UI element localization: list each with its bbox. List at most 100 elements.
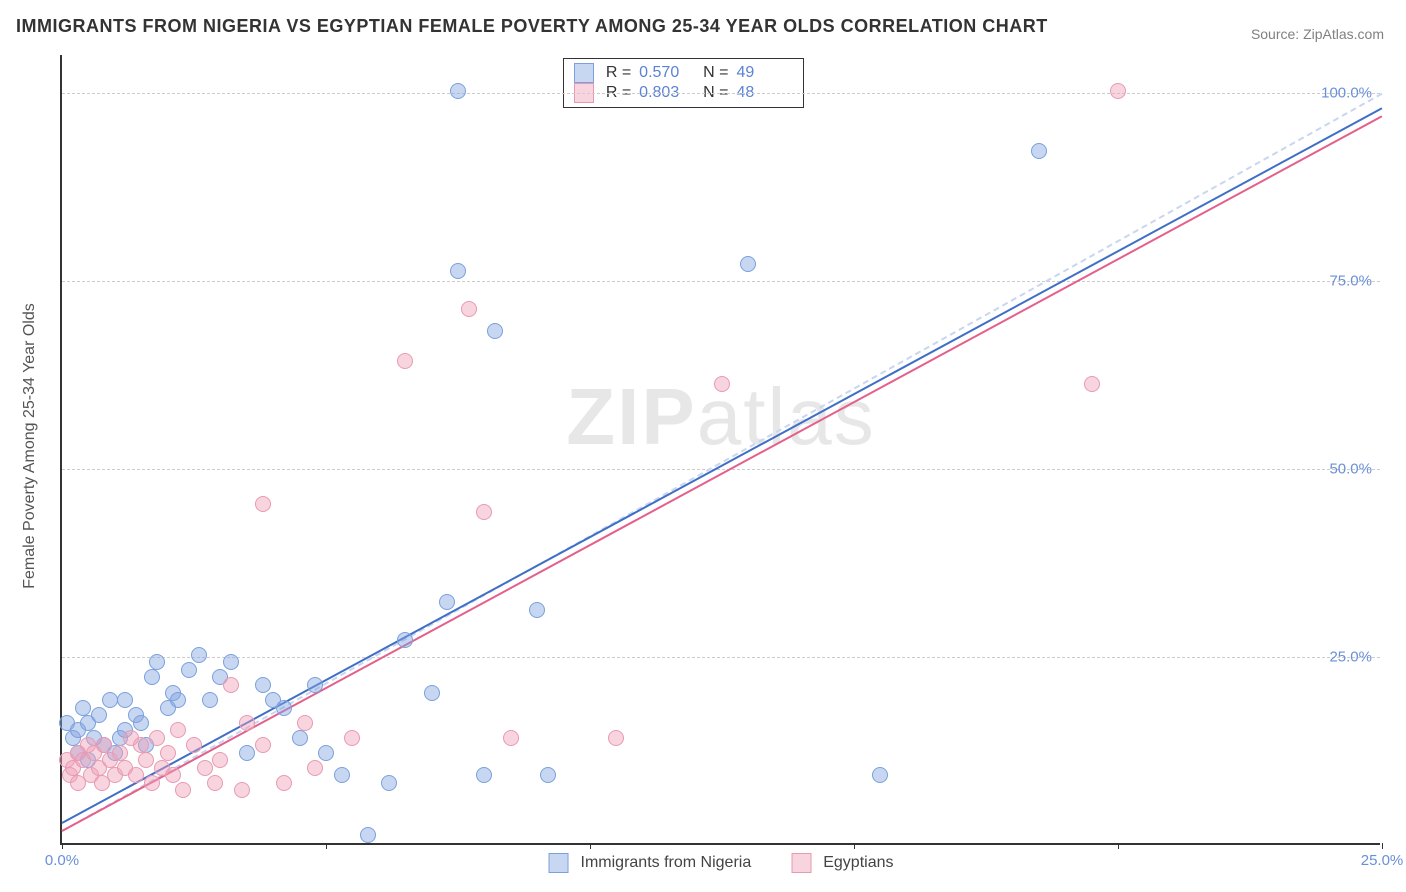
gridline-h	[62, 281, 1380, 282]
trend-line	[62, 115, 1383, 832]
y-tick-label: 100.0%	[1321, 84, 1372, 101]
scatter-point	[476, 767, 492, 783]
scatter-point	[239, 745, 255, 761]
legend-label: Egyptians	[823, 854, 893, 872]
scatter-point	[144, 775, 160, 791]
y-tick-label: 50.0%	[1329, 460, 1372, 477]
scatter-point	[138, 752, 154, 768]
scatter-point	[133, 737, 149, 753]
scatter-point	[450, 263, 466, 279]
scatter-point	[91, 707, 107, 723]
scatter-point	[540, 767, 556, 783]
scatter-point	[503, 730, 519, 746]
scatter-point	[307, 677, 323, 693]
chart-title: IMMIGRANTS FROM NIGERIA VS EGYPTIAN FEMA…	[16, 16, 1048, 37]
stats-row: R = 0.570 N = 49	[574, 63, 793, 83]
scatter-point	[255, 677, 271, 693]
ideal-line	[62, 93, 1383, 832]
scatter-point	[714, 376, 730, 392]
source-label: Source: ZipAtlas.com	[1251, 26, 1384, 42]
scatter-point	[239, 715, 255, 731]
scatter-point	[223, 654, 239, 670]
y-tick-label: 25.0%	[1329, 648, 1372, 665]
scatter-point	[334, 767, 350, 783]
legend-swatch	[574, 63, 594, 83]
x-tick-mark	[854, 843, 855, 849]
scatter-point	[360, 827, 376, 843]
scatter-point	[872, 767, 888, 783]
y-axis-label: Female Poverty Among 25-34 Year Olds	[21, 303, 39, 589]
scatter-point	[207, 775, 223, 791]
scatter-point	[1084, 376, 1100, 392]
scatter-point	[397, 632, 413, 648]
x-tick-mark	[326, 843, 327, 849]
scatter-point	[102, 692, 118, 708]
series-legend: Immigrants from Nigeria Egyptians	[549, 853, 894, 873]
scatter-point	[186, 737, 202, 753]
scatter-point	[149, 654, 165, 670]
scatter-point	[461, 301, 477, 317]
scatter-point	[450, 83, 466, 99]
x-tick-mark	[590, 843, 591, 849]
stat-n-value: 49	[737, 64, 793, 82]
stat-r-label: R =	[606, 64, 631, 82]
x-tick-label: 0.0%	[45, 852, 79, 869]
plot-area: ZIPatlas R =0.570N =49R =0.803N =48 Immi…	[60, 55, 1380, 845]
scatter-point	[307, 760, 323, 776]
scatter-point	[529, 602, 545, 618]
scatter-point	[344, 730, 360, 746]
legend-item: Egyptians	[791, 853, 893, 873]
legend-swatch	[549, 853, 569, 873]
scatter-point	[96, 737, 112, 753]
scatter-point	[1031, 143, 1047, 159]
scatter-point	[181, 662, 197, 678]
trend-line	[62, 108, 1383, 825]
chart-container: IMMIGRANTS FROM NIGERIA VS EGYPTIAN FEMA…	[0, 0, 1406, 892]
gridline-h	[62, 657, 1380, 658]
scatter-point	[439, 594, 455, 610]
legend-item: Immigrants from Nigeria	[549, 853, 752, 873]
x-tick-mark	[1382, 843, 1383, 849]
scatter-point	[381, 775, 397, 791]
scatter-point	[1110, 83, 1126, 99]
scatter-point	[197, 760, 213, 776]
scatter-point	[318, 745, 334, 761]
scatter-point	[608, 730, 624, 746]
scatter-point	[133, 715, 149, 731]
scatter-point	[75, 700, 91, 716]
x-tick-label: 25.0%	[1361, 852, 1404, 869]
scatter-point	[487, 323, 503, 339]
legend-label: Immigrants from Nigeria	[581, 854, 752, 872]
scatter-point	[112, 745, 128, 761]
stats-legend: R =0.570N =49R =0.803N =48	[563, 58, 804, 108]
y-tick-label: 75.0%	[1329, 272, 1372, 289]
legend-swatch	[791, 853, 811, 873]
scatter-point	[170, 692, 186, 708]
scatter-point	[223, 677, 239, 693]
x-tick-mark	[62, 843, 63, 849]
scatter-point	[397, 353, 413, 369]
scatter-point	[292, 730, 308, 746]
x-tick-mark	[1118, 843, 1119, 849]
scatter-point	[297, 715, 313, 731]
scatter-point	[191, 647, 207, 663]
scatter-point	[202, 692, 218, 708]
scatter-point	[255, 496, 271, 512]
scatter-point	[740, 256, 756, 272]
scatter-point	[234, 782, 250, 798]
scatter-point	[175, 782, 191, 798]
scatter-point	[276, 700, 292, 716]
scatter-point	[160, 745, 176, 761]
scatter-point	[117, 692, 133, 708]
scatter-point	[149, 730, 165, 746]
scatter-point	[128, 767, 144, 783]
scatter-point	[165, 767, 181, 783]
scatter-point	[255, 737, 271, 753]
stat-r-value: 0.570	[639, 64, 695, 82]
stat-n-label: N =	[703, 64, 728, 82]
gridline-h	[62, 469, 1380, 470]
scatter-point	[476, 504, 492, 520]
gridline-h	[62, 93, 1380, 94]
scatter-point	[276, 775, 292, 791]
scatter-point	[144, 669, 160, 685]
